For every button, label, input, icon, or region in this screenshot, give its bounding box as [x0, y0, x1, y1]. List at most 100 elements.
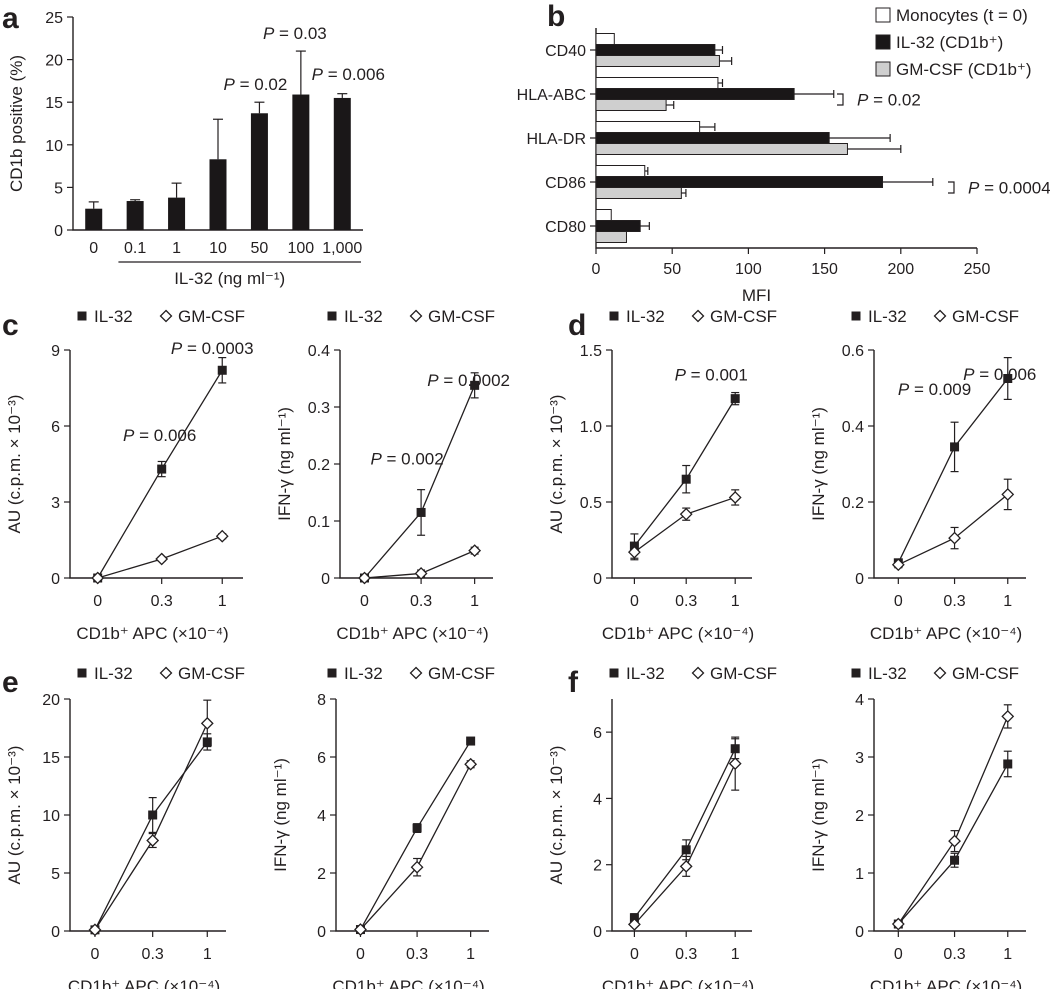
y-tick-label: 15: [42, 750, 60, 767]
panel-d2: IL-32 GM-CSF 0 0.2 0.4 0.6 0 0.3 1 CD1b⁺ APC (×10…: [809, 307, 1036, 643]
series-line-diamond: [897, 716, 1009, 925]
bar: [595, 165, 646, 177]
legend-marker-il32: [327, 311, 337, 321]
data-point-diamond: [679, 507, 693, 521]
y-tick-label: 4: [317, 808, 326, 825]
data-point-diamond: [627, 917, 641, 931]
x-tick-label: 0.3: [410, 593, 432, 610]
x-axis-label: CD1b⁺ APC (×10⁻⁴): [602, 977, 754, 989]
data-point-square: [950, 855, 960, 865]
x-axis-label: CD1b⁺ APC (×10⁻⁴): [332, 977, 484, 989]
legend-marker-gmcsf: [409, 309, 423, 323]
legend-label: IL-32: [868, 664, 907, 683]
bar: [595, 33, 615, 45]
p-italic: P: [263, 24, 275, 43]
bar: [595, 77, 719, 89]
series-line-square: [359, 740, 472, 930]
y-tick-label: 0: [321, 571, 330, 588]
legend-label: IL-32: [344, 307, 383, 326]
x-tick-label: 0: [360, 593, 369, 610]
legend-label: IL-32: [868, 307, 907, 326]
category-label: HLA-ABC: [517, 87, 586, 104]
legend-swatch: [875, 34, 891, 50]
x-axis-label: CD1b⁺ APC (×10⁻⁴): [870, 977, 1022, 989]
axes: [611, 699, 752, 932]
legend-label: IL-32: [94, 664, 133, 683]
bar: [595, 44, 716, 56]
panel-c2: IL-32 GM-CSF 0 0.1 0.2 0.3 0.4 0 0.3 1 CD1b⁺ APC (…: [275, 307, 510, 643]
data-point-diamond: [948, 531, 961, 545]
y-tick-label: 4: [855, 692, 864, 709]
p-value: = 0.0002: [439, 371, 510, 390]
panel-letter-b: b: [547, 0, 565, 33]
bar: [595, 55, 720, 67]
p-value: = 0.001: [686, 366, 748, 385]
legend-marker-il32: [851, 311, 861, 321]
x-tick-label: 0.3: [142, 946, 164, 963]
x-tick-label: 1: [172, 240, 181, 257]
legend-label: GM-CSF: [710, 664, 777, 683]
data-point-square: [950, 442, 960, 452]
y-tick-label: 1: [855, 866, 864, 883]
p-annotation: P = 0.009: [898, 380, 971, 399]
y-tick-label: 0.1: [308, 514, 330, 531]
series-line-square: [633, 398, 736, 547]
data-point-square: [1003, 374, 1013, 383]
x-tick-label: 0.3: [943, 593, 965, 610]
legend-marker-gmcsf: [159, 666, 173, 680]
legend-label: IL-32: [626, 307, 665, 326]
x-tick-label: 1: [203, 946, 212, 963]
x-tick-label: 0: [356, 946, 365, 963]
bar: [595, 88, 795, 100]
category-label: HLA-DR: [526, 131, 586, 148]
data-point-diamond: [414, 567, 428, 580]
legend-label: GM-CSF: [710, 307, 777, 326]
y-axis-label: IFN-γ (ng ml⁻¹): [275, 407, 294, 521]
y-tick-label: 0.3: [308, 400, 330, 417]
panel-a: a 0 5 10 15 20 25 0 0.1 1 10 50 100 1,000 IL-32 (ng ml…: [2, 2, 385, 288]
legend-marker-gmcsf: [933, 666, 947, 680]
legend-swatch: [875, 7, 891, 23]
p-value: = 0.0004: [979, 179, 1050, 198]
panel-letter-e: e: [2, 666, 19, 699]
p-annotation: P = 0.0004: [968, 179, 1050, 198]
legend-marker-gmcsf: [691, 309, 705, 323]
panel-f1: f IL-32 GM-CSF 0 2 4 6 0 0.3 1 CD1b⁺ APC (×10⁻⁴) AU…: [547, 664, 777, 989]
x-tick-label: 1: [466, 946, 475, 963]
legend-label: GM-CSF: [178, 307, 245, 326]
legend-label: GM-CSF: [952, 664, 1019, 683]
legend-marker-il32: [609, 668, 619, 678]
data-point-diamond: [358, 571, 371, 585]
p-annotation: P = 0.006: [312, 65, 385, 84]
data-point-diamond: [200, 716, 214, 730]
series-line-square: [363, 385, 476, 579]
x-tick-label: 1: [1003, 593, 1012, 610]
data-point-diamond: [679, 859, 693, 873]
legend-label: IL-32: [626, 664, 665, 683]
p-value: = 0.002: [382, 449, 444, 468]
bar: [333, 97, 351, 230]
p-annotation: P = 0.002: [370, 449, 443, 468]
y-axis-label: AU (c.p.m. × 10⁻³): [5, 395, 24, 534]
y-tick-label: 6: [51, 419, 60, 436]
p-annotation: P = 0.02: [224, 75, 288, 94]
p-value: = 0.009: [909, 380, 971, 399]
y-tick-label: 3: [855, 750, 864, 767]
x-tick-label: 250: [964, 261, 991, 278]
data-point-diamond: [1001, 709, 1015, 723]
y-tick-label: 1.0: [580, 419, 602, 436]
legend-marker-gmcsf: [409, 666, 423, 680]
data-point-diamond: [728, 757, 742, 771]
bar: [595, 220, 641, 232]
y-tick-label: 0: [855, 571, 864, 588]
y-axis-label: IFN-γ (ng ml⁻¹): [271, 758, 290, 872]
data-point-square: [629, 913, 639, 923]
legend-label: IL-32: [344, 664, 383, 683]
bar: [595, 187, 682, 199]
legend-marker-il32: [609, 311, 619, 321]
panel-e1: e IL-32 GM-CSF 0 5 10 15 20 0 0.3 1 CD1b⁺ APC (×10⁻…: [2, 664, 245, 989]
x-axis-label: MFI: [742, 286, 771, 305]
y-axis-label: AU (c.p.m. × 10⁻³): [5, 746, 24, 885]
p-value: = 0.03: [274, 24, 326, 43]
x-tick-label: 1: [731, 946, 740, 963]
